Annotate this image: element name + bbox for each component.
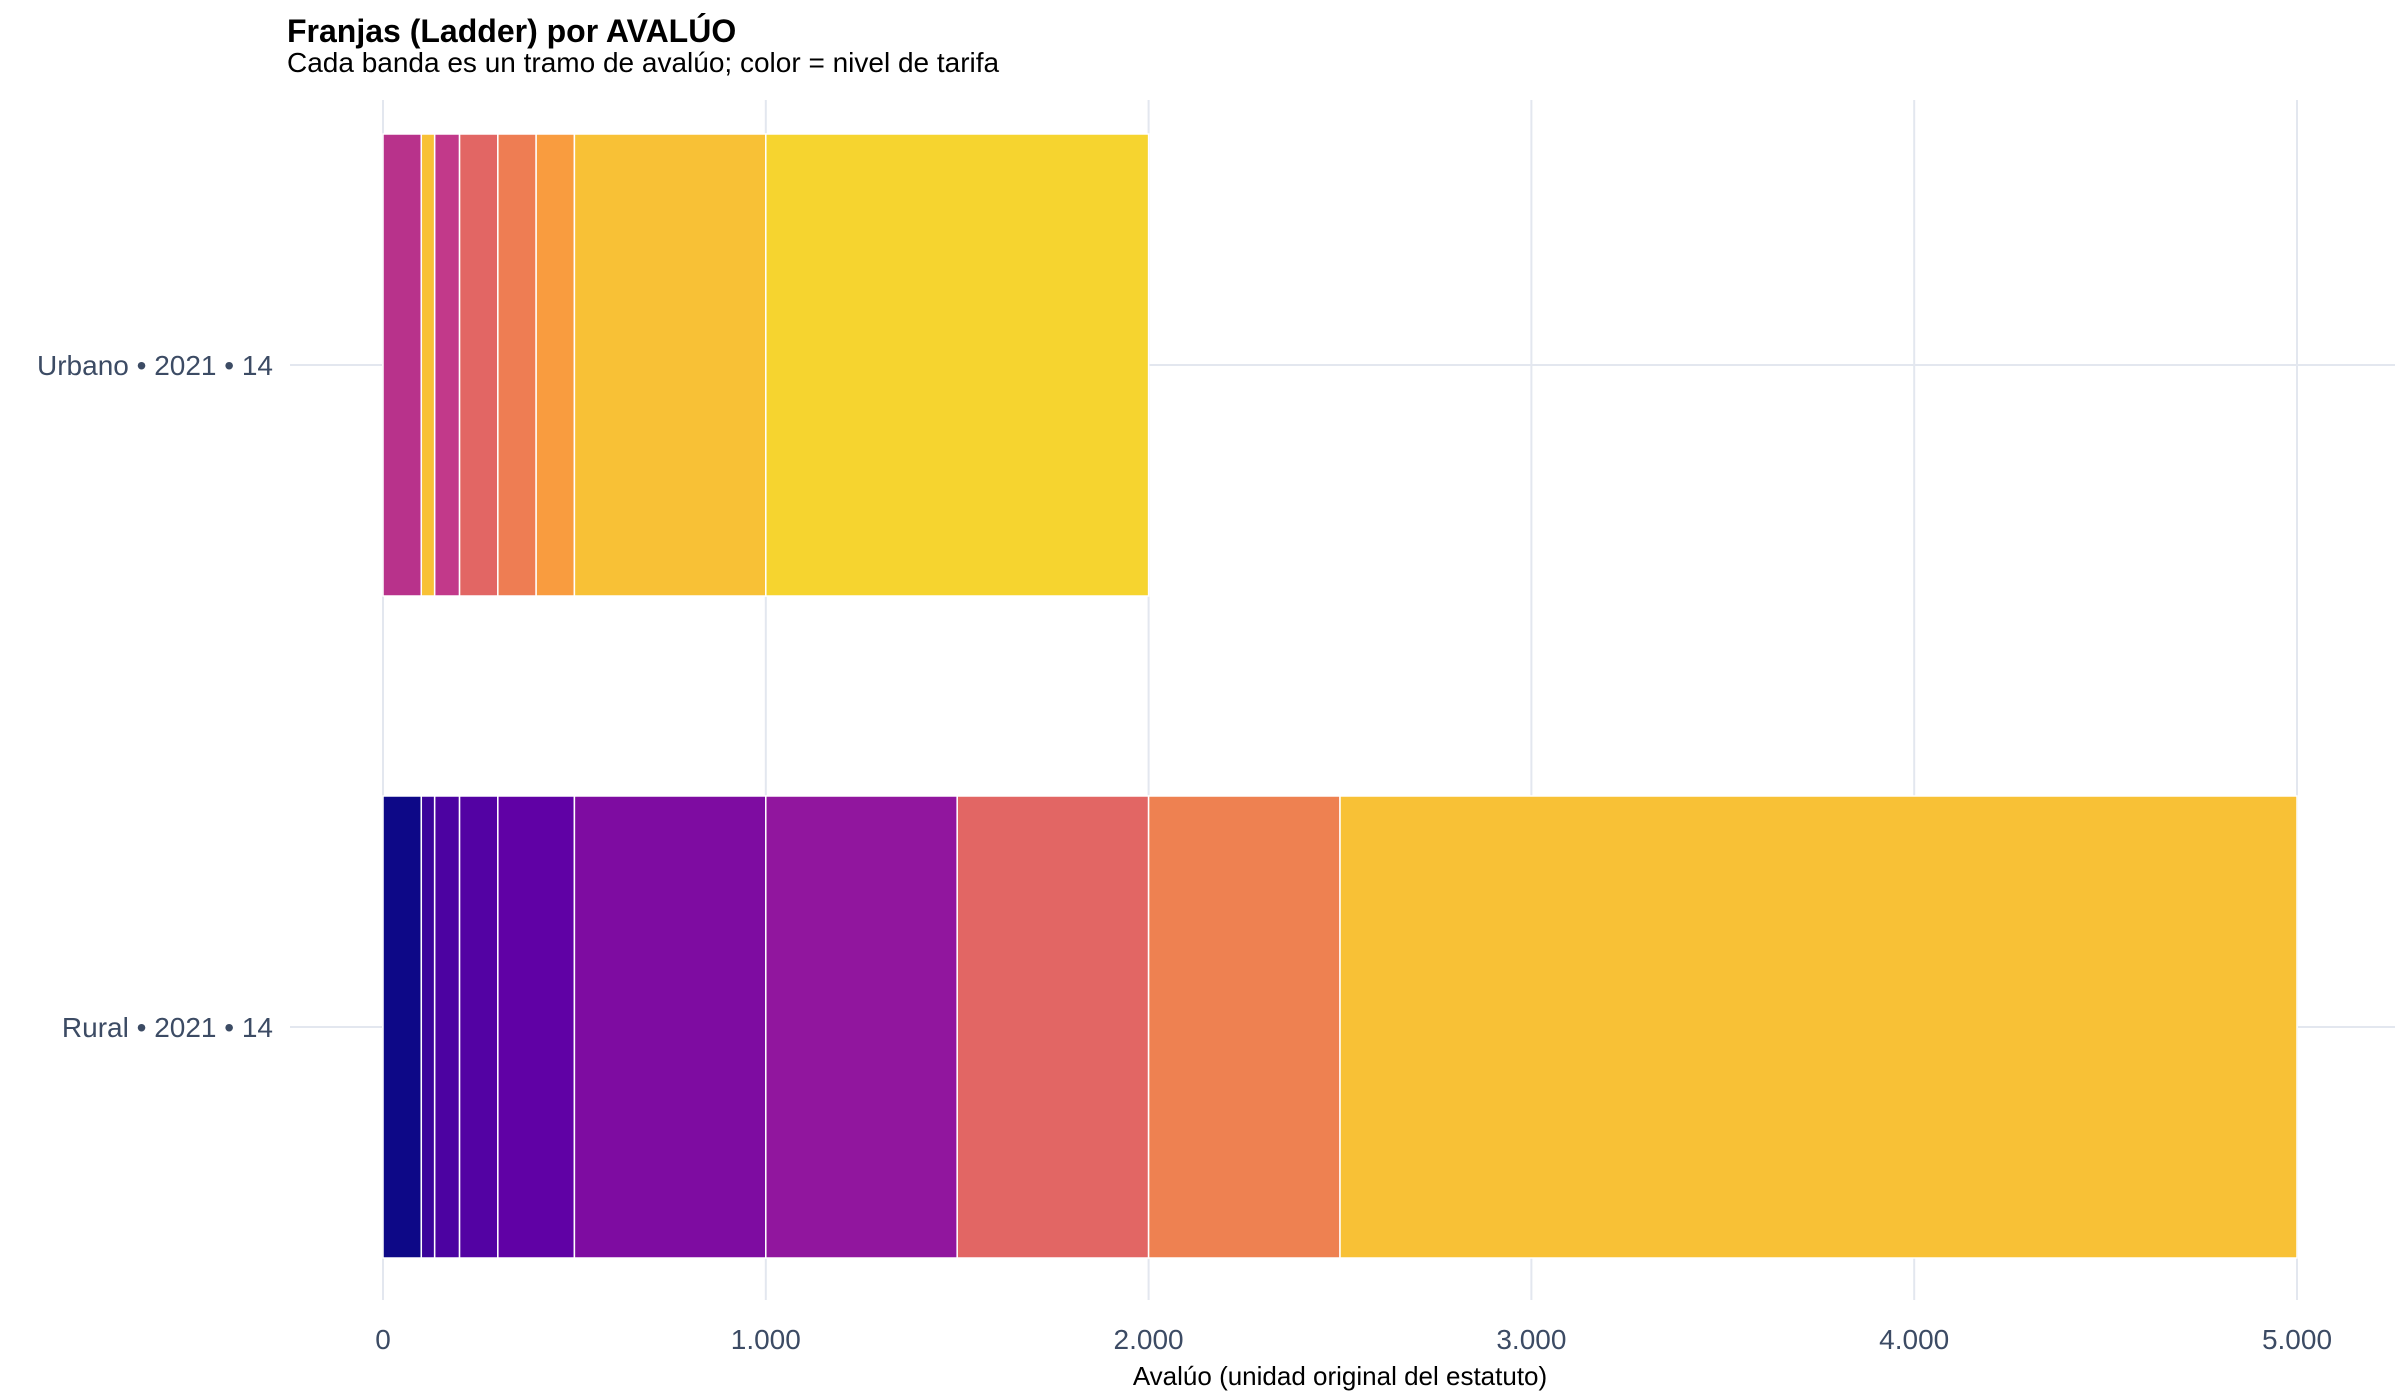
bar-segment [420,795,436,1259]
y-tick-label: Rural • 2021 • 14 [62,1012,273,1043]
bar-segment [382,795,423,1259]
bar-segment [573,133,767,597]
bar-segment [382,133,423,597]
x-axis-title: Avalúo (unidad original del estatuto) [1133,1361,1547,1391]
bar-segment [1339,795,2298,1259]
bar-segment [1147,795,1341,1259]
bar-segment [535,133,576,597]
bars [382,133,2298,1259]
bar-segment [573,795,767,1259]
bar-segment [420,133,436,597]
y-tick-labels: Urbano • 2021 • 14 Rural • 2021 • 14 [37,350,273,1043]
x-tick-label: 1.000 [731,1324,801,1355]
bar-segment [497,133,537,597]
x-tick-label: 2.000 [1114,1324,1184,1355]
bar-segment [458,795,499,1259]
bar-segment [458,133,499,597]
bar-segment [433,795,461,1259]
bar-segment [765,133,1150,597]
x-tick-label: 4.000 [1879,1324,1949,1355]
bar-segment [497,795,576,1259]
x-tick-label: 3.000 [1496,1324,1566,1355]
chart-title: Franjas (Ladder) por AVALÚO [287,13,736,49]
chart-subtitle: Cada banda es un tramo de avalúo; color … [287,47,1000,78]
x-tick-label: 5.000 [2262,1324,2332,1355]
y-tick-label: Urbano • 2021 • 14 [37,350,273,381]
x-tick-label: 0 [375,1324,391,1355]
bar-segment [956,795,1150,1259]
bar-segment [433,133,461,597]
bar-segment [765,795,958,1259]
x-tick-labels: 0 1.000 2.000 3.000 4.000 5.000 [375,1324,2332,1355]
